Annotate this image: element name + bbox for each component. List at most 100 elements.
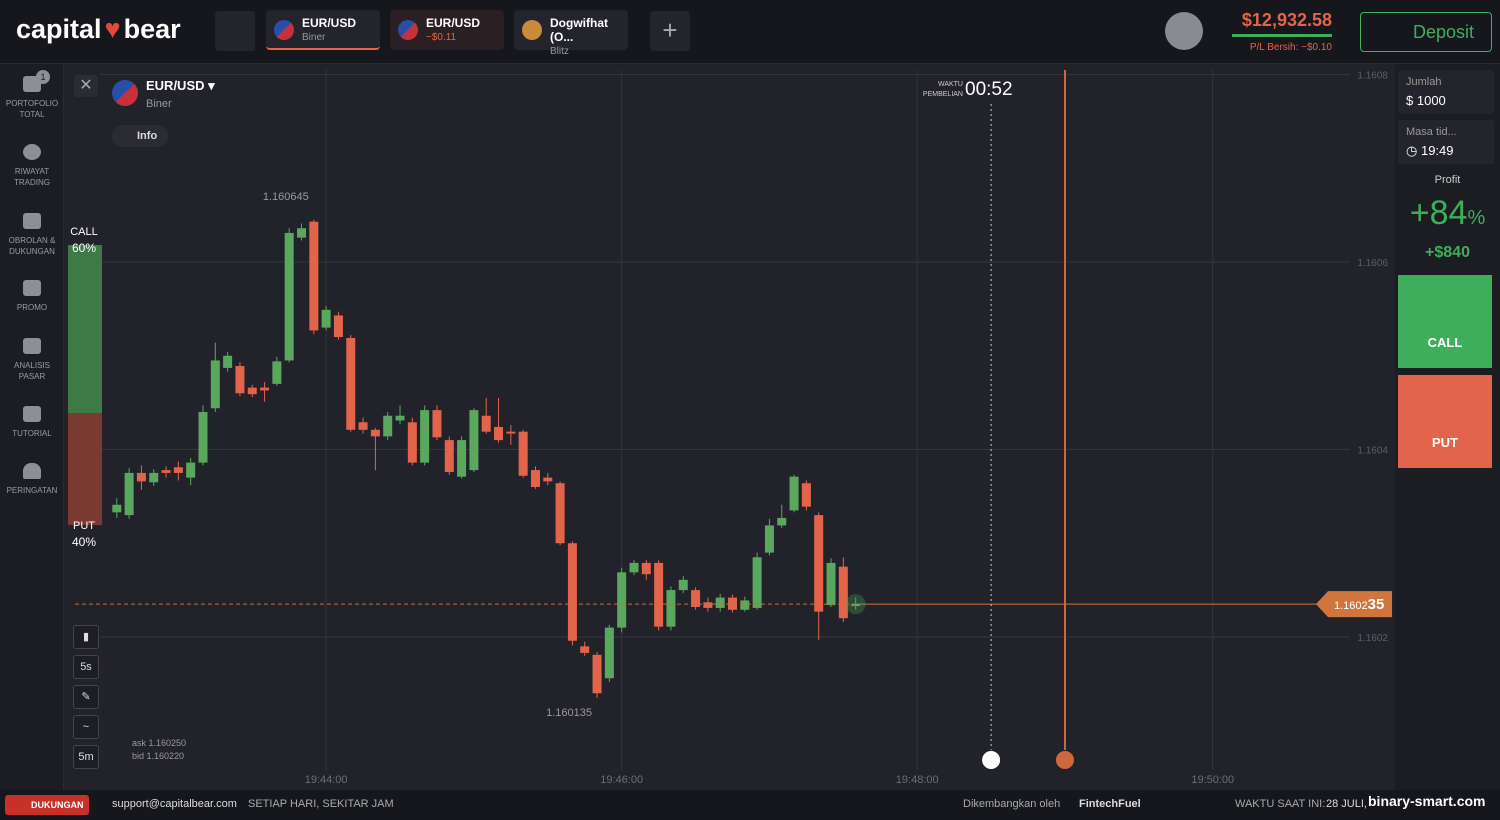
candle-body bbox=[272, 361, 282, 384]
logo-text: bear bbox=[123, 14, 181, 44]
y-tick-label: 1.1608 bbox=[1357, 71, 1388, 82]
asset-name[interactable]: EUR/USD ▾ bbox=[146, 78, 215, 93]
plot-bg bbox=[64, 64, 1395, 790]
dev-name: FintechFuel bbox=[1079, 798, 1141, 810]
chart: 1.1602 1.1604 1.1606 1.1608 19:44:00 19:46:00… bbox=[64, 64, 1395, 790]
chart-type-tool[interactable]: ▮ bbox=[73, 625, 99, 649]
candle-body bbox=[617, 572, 627, 628]
put-bar bbox=[68, 413, 102, 525]
draw-tool[interactable]: ✎ bbox=[73, 685, 99, 709]
x-tick-label: 19:46:00 bbox=[600, 774, 643, 786]
put-label: PUT bbox=[73, 520, 95, 532]
candle-body bbox=[543, 477, 553, 482]
candle-body bbox=[223, 355, 233, 368]
candle-body bbox=[567, 543, 577, 641]
duration-box[interactable]: Masa tid... ◷ 19:49 bbox=[1398, 120, 1494, 164]
candle-body bbox=[395, 415, 405, 421]
price-tail: 35 bbox=[1368, 596, 1385, 613]
candle-body bbox=[826, 562, 836, 606]
candle-body bbox=[580, 646, 590, 653]
nav-item[interactable]: PORTOFOLIO TOTAL bbox=[0, 76, 64, 120]
nav-item[interactable]: TUTORIAL bbox=[0, 406, 64, 439]
candle-body bbox=[469, 410, 479, 471]
price-glow bbox=[845, 594, 866, 615]
candle-body bbox=[358, 422, 368, 430]
call-button[interactable]: CALL bbox=[1398, 275, 1492, 368]
candle-body bbox=[161, 470, 171, 473]
tab-sub: Blitz bbox=[550, 46, 569, 57]
tab-sub: −$0.11 bbox=[426, 32, 457, 43]
candle-body bbox=[444, 440, 454, 472]
support-button[interactable]: DUKUNGAN bbox=[5, 795, 89, 815]
candle-body bbox=[604, 627, 614, 679]
tab[interactable]: Dogwifhat (O... Blitz bbox=[514, 10, 628, 57]
candle-body bbox=[333, 315, 343, 337]
footer: DUKUNGAN support@capitalbear.com SETIAP … bbox=[0, 790, 1500, 820]
candle-body bbox=[284, 232, 294, 361]
purchase-time: 00:52 bbox=[965, 79, 1013, 100]
y-tick-label: 1.1604 bbox=[1357, 445, 1388, 456]
candle-body bbox=[703, 602, 713, 608]
candle-body bbox=[494, 426, 504, 441]
call-percent: 60% bbox=[71, 241, 97, 255]
timeframe-tool[interactable]: 5m bbox=[73, 745, 99, 769]
candle-body bbox=[851, 604, 861, 607]
indicator-tool[interactable]: ~ bbox=[73, 715, 99, 739]
price-tag-label: 1.160235 bbox=[1334, 596, 1384, 613]
candle-body bbox=[838, 566, 848, 619]
nav-item[interactable]: PROMO bbox=[0, 280, 64, 313]
purchase-label: WAKTU PEMBELIAN bbox=[922, 81, 963, 98]
tab-title: Dogwifhat (O... bbox=[550, 16, 608, 44]
tab[interactable]: EUR/USD Biner bbox=[266, 10, 380, 50]
call-bar bbox=[68, 245, 102, 413]
trade-panel: Jumlah $ 1000 Masa tid... ◷ 19:49 Profit +… bbox=[1395, 64, 1500, 790]
deposit-button[interactable]: Deposit bbox=[1360, 12, 1492, 52]
amount-label: Jumlah bbox=[1406, 76, 1442, 88]
candle-body bbox=[186, 462, 196, 478]
add-tab[interactable]: + bbox=[650, 11, 690, 51]
put-button[interactable]: PUT bbox=[1398, 375, 1492, 468]
ask: ask 1.160250 bbox=[132, 738, 187, 748]
close-button[interactable]: ✕ bbox=[74, 75, 98, 97]
tab-title: EUR/USD bbox=[426, 16, 481, 30]
candle-body bbox=[432, 410, 442, 438]
duration: 19:49 bbox=[1420, 143, 1454, 158]
info-button[interactable]: Info bbox=[112, 125, 168, 147]
candle-body bbox=[814, 515, 824, 612]
logo-heart: ♥ bbox=[104, 14, 121, 44]
candle-body bbox=[777, 517, 787, 526]
interval-tool[interactable]: 5s bbox=[73, 655, 99, 679]
amount-box[interactable]: Jumlah $ 1000 bbox=[1398, 70, 1494, 114]
candle-body bbox=[764, 525, 774, 553]
logo[interactable]: capital ♥ bear bbox=[16, 14, 181, 45]
nav-label: TUTORIAL bbox=[12, 429, 52, 438]
asset-flag bbox=[112, 80, 138, 106]
nav-label: PROMO bbox=[16, 303, 48, 312]
nav-item[interactable]: ANALISIS PASAR bbox=[0, 338, 64, 382]
balance-bar bbox=[1232, 34, 1332, 37]
candle-body bbox=[506, 431, 516, 434]
tab[interactable]: EUR/USD −$0.11 bbox=[390, 10, 504, 50]
candle-body bbox=[592, 654, 602, 694]
x-tick-label: 19:48:00 bbox=[896, 774, 939, 786]
candle-body bbox=[420, 410, 430, 463]
candle-body bbox=[752, 557, 762, 608]
grid-button[interactable] bbox=[215, 11, 255, 51]
email[interactable]: support@capitalbear.com bbox=[112, 798, 237, 810]
candle-body bbox=[457, 440, 467, 477]
amount: 1000 bbox=[1416, 93, 1446, 108]
balance[interactable]: $12,932.58 bbox=[1241, 10, 1332, 30]
candle-body bbox=[629, 562, 639, 573]
call-label: CALL bbox=[70, 226, 98, 238]
profit-label: Profit bbox=[1434, 174, 1461, 186]
y-tick-label: 1.1606 bbox=[1357, 258, 1388, 269]
nav-item[interactable]: OBROLAN & DUKUNGAN bbox=[0, 213, 64, 257]
asset-kind: Biner bbox=[146, 98, 172, 110]
candle-body bbox=[678, 579, 688, 591]
nav-item[interactable]: PERINGATAN bbox=[0, 463, 64, 496]
candle-body bbox=[641, 562, 651, 575]
candle-body bbox=[346, 337, 356, 430]
nav-item[interactable]: RIWAYAT TRADING bbox=[0, 144, 64, 188]
avatar[interactable] bbox=[1165, 12, 1203, 50]
